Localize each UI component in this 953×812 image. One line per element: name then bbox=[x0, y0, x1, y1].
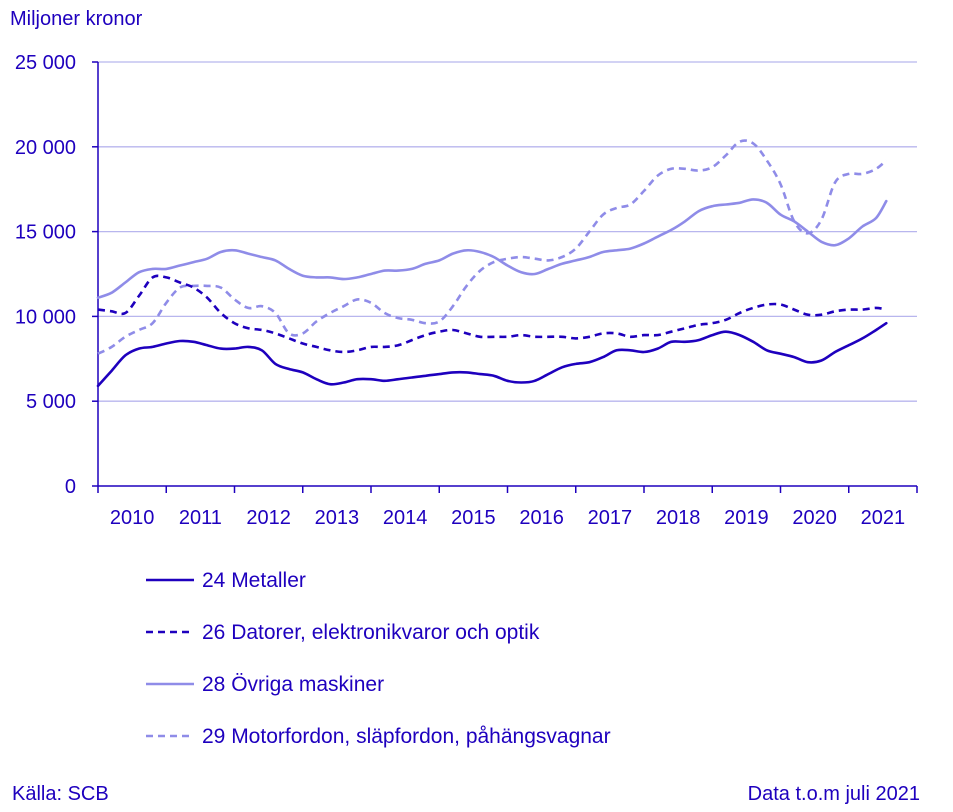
y-tick-label: 0 bbox=[65, 476, 76, 498]
y-tick-label: 20 000 bbox=[15, 137, 76, 159]
x-tick-label: 2016 bbox=[519, 507, 564, 529]
x-tick-label: 2021 bbox=[861, 507, 906, 529]
source-note: Källa: SCB bbox=[12, 783, 109, 805]
gridlines bbox=[98, 61, 917, 402]
legend-label: 24 Metaller bbox=[202, 569, 306, 592]
series-lines bbox=[96, 139, 888, 388]
x-tick-label: 2010 bbox=[110, 507, 155, 529]
axes: 0 5 000 10 000 15 000 20 000 25 000 2010 2011 20… bbox=[15, 52, 918, 529]
x-tick-label: 2013 bbox=[315, 507, 360, 529]
legend-label: 26 Datorer, elektronikvaror och optik bbox=[202, 621, 540, 644]
y-tick-label: 5 000 bbox=[26, 391, 76, 413]
y-axis-label: Miljoner kronor bbox=[10, 8, 143, 30]
x-tick-label: 2015 bbox=[451, 507, 496, 529]
series-line bbox=[96, 198, 888, 299]
data-coverage-note: Data t.o.m juli 2021 bbox=[747, 783, 920, 805]
legend: 24 Metaller 26 Datorer, elektronikvaror o… bbox=[146, 569, 611, 748]
y-tick-label: 15 000 bbox=[15, 222, 76, 244]
legend-label: 29 Motorfordon, släpfordon, påhängsvagna… bbox=[202, 725, 611, 748]
series-line bbox=[97, 274, 887, 354]
x-tick-label: 2019 bbox=[724, 507, 769, 529]
x-tick-label: 2020 bbox=[792, 507, 837, 529]
x-tick-label: 2012 bbox=[246, 507, 291, 529]
x-tick-label: 2014 bbox=[383, 507, 428, 529]
x-tick-label: 2011 bbox=[179, 507, 222, 529]
x-tick-label: 2018 bbox=[656, 507, 701, 529]
legend-label: 28 Övriga maskiner bbox=[202, 673, 384, 696]
series-line bbox=[96, 321, 888, 388]
y-tick-label: 25 000 bbox=[15, 52, 76, 74]
x-tick-label: 2017 bbox=[588, 507, 633, 529]
y-tick-label: 10 000 bbox=[15, 306, 76, 328]
series-line bbox=[97, 139, 888, 355]
